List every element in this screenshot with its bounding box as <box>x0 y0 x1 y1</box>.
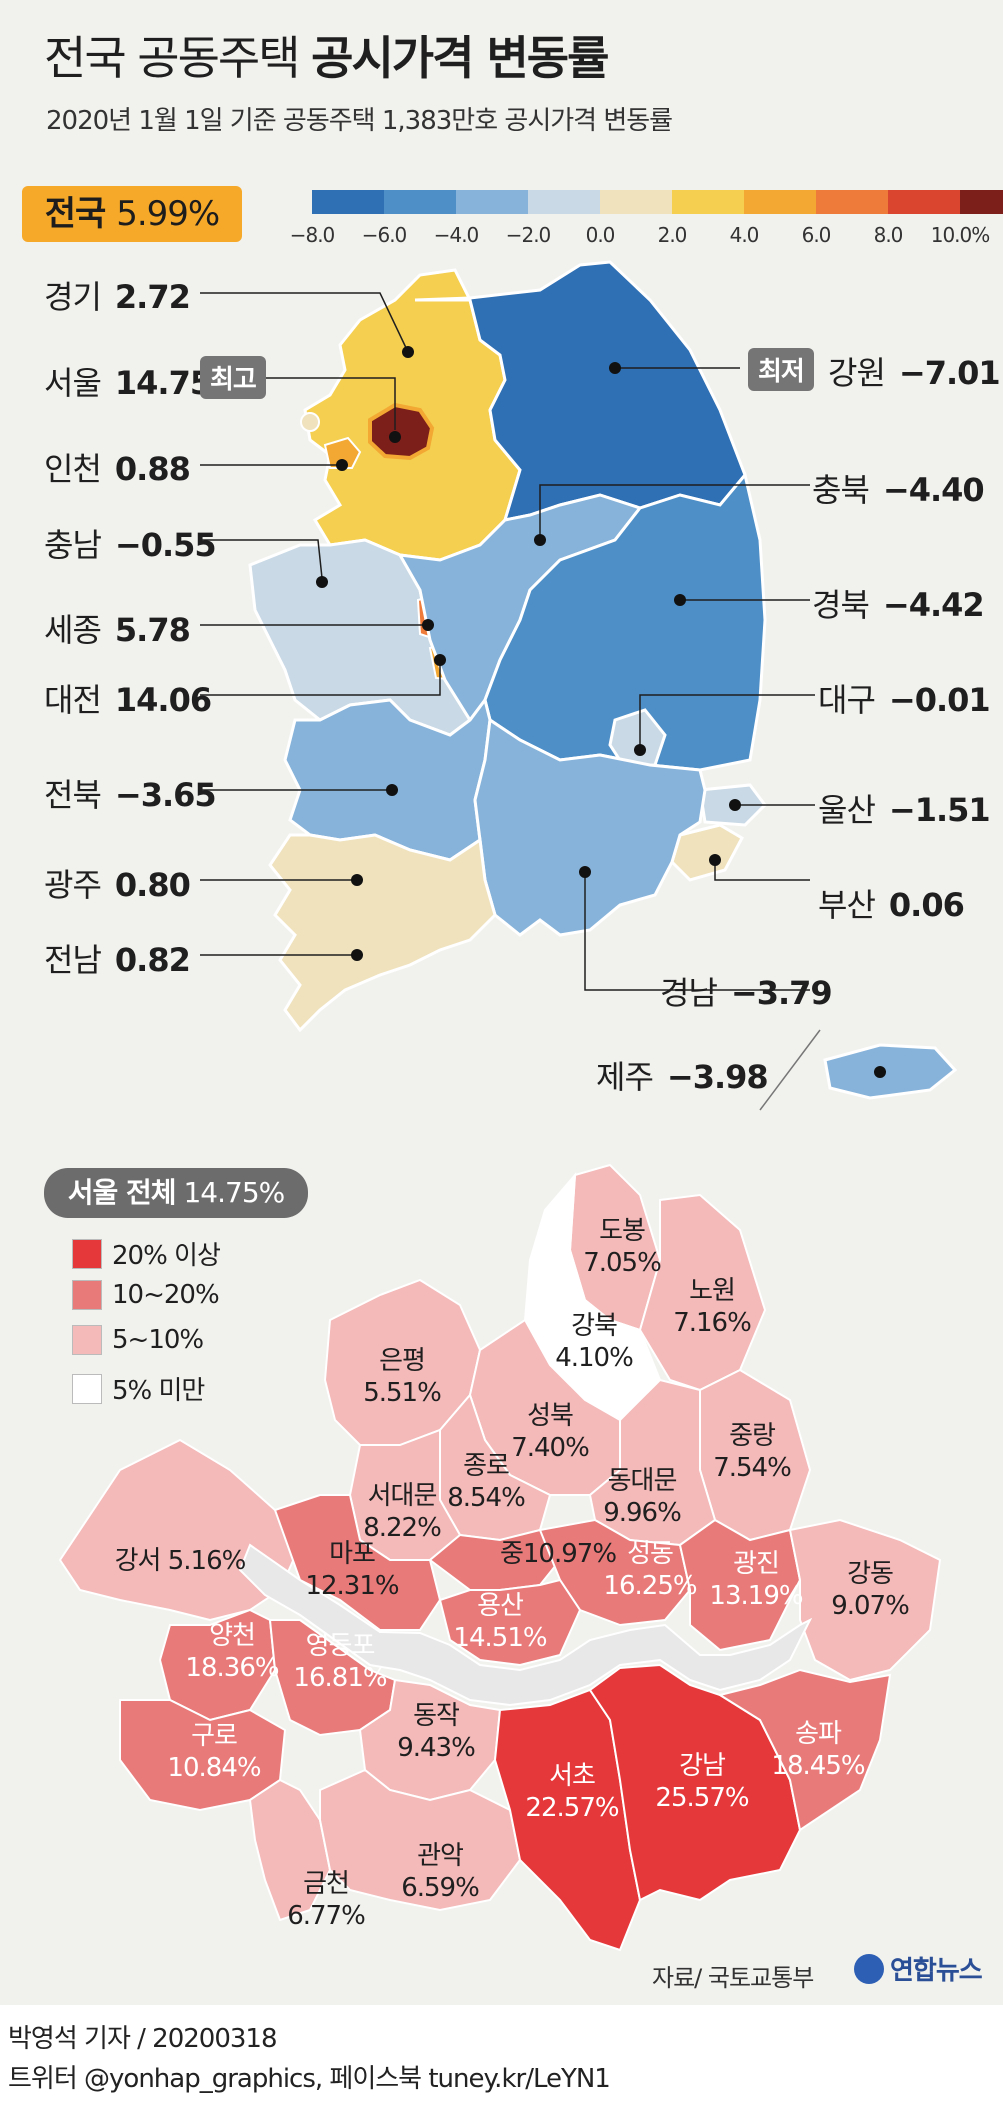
district-label: 광진 13.19% <box>709 1549 803 1611</box>
district-label: 금천 6.77% <box>287 1869 366 1931</box>
district-label: 노원 7.16% <box>673 1276 752 1338</box>
yonhap-logo: 연합뉴스 <box>854 1950 983 1987</box>
district-label: 구로 10.84% <box>167 1721 261 1783</box>
legend-swatch <box>960 190 1003 214</box>
legend-swatch-under5 <box>72 1373 102 1404</box>
legend-swatch-20plus <box>72 1238 102 1269</box>
label-gangwon: 강원 −7.01 <box>828 354 1001 392</box>
korea-map <box>200 260 958 1111</box>
source-note: 자료/ 국토교통부 <box>652 1964 814 1992</box>
national-value: 5.99% <box>116 194 220 234</box>
highest-tag: 최고 <box>200 356 266 399</box>
national-label: 전국 <box>44 194 107 234</box>
legend-swatch <box>888 190 960 214</box>
district-label: 용산 14.51% <box>453 1591 547 1653</box>
color-scale-legend <box>312 190 1003 214</box>
label-gyeongnam: 경남 −3.79 <box>660 974 833 1012</box>
page-title: 전국 공동주택 공시가격 변동률 <box>44 31 609 85</box>
label-busan: 부산 0.06 <box>818 886 965 924</box>
label-sejong: 세종 5.78 <box>44 611 191 649</box>
district-label: 송파 18.45% <box>771 1719 865 1781</box>
yonhap-logo-icon <box>854 1953 884 1984</box>
label-daegu: 대구 −0.01 <box>818 681 991 719</box>
region-seoul <box>368 402 435 461</box>
district-label: 중10.97% <box>499 1539 617 1569</box>
label-incheon: 인천 0.88 <box>44 450 191 488</box>
page-subtitle: 2020년 1월 1일 기준 공동주택 1,383만호 공시가격 변동률 <box>46 106 673 136</box>
legend-tick-label: 2.0 <box>657 223 688 247</box>
legend-swatch <box>600 190 672 214</box>
region-incheon-island <box>300 412 320 432</box>
label-chungbuk: 충북 −4.40 <box>812 471 985 509</box>
region-incheon <box>323 436 362 469</box>
legend-tick-label: −8.0 <box>289 223 336 247</box>
legend-swatch <box>744 190 816 214</box>
seoul-legend-item: 10~20% <box>72 1280 220 1310</box>
credit-footer <box>0 2005 1003 2102</box>
label-gyeongbuk: 경북 −4.42 <box>812 586 985 624</box>
legend-swatch <box>672 190 744 214</box>
label-gwangju: 광주 0.80 <box>44 866 191 904</box>
legend-tick-label: −6.0 <box>361 223 408 247</box>
legend-tick-label: −2.0 <box>505 223 552 247</box>
legend-swatch-10to20 <box>72 1280 102 1310</box>
leader-lines <box>200 292 815 991</box>
district-label: 성동 16.25% <box>603 1539 697 1601</box>
reporter-credit: 박영석 기자 / 20200318 <box>8 2024 277 2054</box>
district-label: 동대문 9.96% <box>603 1466 682 1528</box>
label-jeonnam: 전남 0.82 <box>44 941 191 979</box>
legend-swatch <box>384 190 456 214</box>
district-label: 마포 12.31% <box>305 1539 399 1601</box>
legend-tick-label: 0.0 <box>585 223 616 247</box>
label-daejeon: 대전 14.06 <box>44 681 212 719</box>
region-jeonnam <box>268 833 497 1033</box>
jeju-leader-line <box>759 1029 821 1111</box>
district-label: 영등포 16.81% <box>293 1631 387 1693</box>
seoul-overall-badge: 서울 전체 14.75% <box>44 1168 308 1218</box>
district-label: 서대문 8.22% <box>363 1481 442 1543</box>
district-label: 종로 8.54% <box>447 1451 526 1513</box>
legend-swatch-5to10 <box>72 1325 102 1355</box>
legend-swatch <box>456 190 528 214</box>
label-seoul: 서울 14.75 <box>44 364 212 402</box>
legend-swatch <box>528 190 600 214</box>
seoul-legend-item: 5% 미만 <box>72 1370 205 1407</box>
district-label: 강남 25.57% <box>655 1751 749 1813</box>
region-jeju <box>823 1043 958 1100</box>
legend-swatch <box>312 190 384 214</box>
legend-tick-label: 4.0 <box>729 223 760 247</box>
district-label: 동작 9.43% <box>397 1701 476 1763</box>
legend-tick-label: −4.0 <box>433 223 480 247</box>
district-label: 강북 4.10% <box>555 1311 634 1373</box>
district-label: 양천 18.36% <box>185 1621 279 1683</box>
district-label: 강서 5.16% <box>114 1546 247 1576</box>
lowest-tag: 최저 <box>748 348 814 391</box>
seoul-legend-item: 20% 이상 <box>72 1235 221 1272</box>
social-credit: 트위터 @yonhap_graphics, 페이스북 tuney.kr/LeYN… <box>8 2064 611 2094</box>
district-label: 성북 7.40% <box>511 1401 590 1463</box>
label-jeju: 제주 −3.98 <box>596 1058 769 1096</box>
district-label: 도봉 7.05% <box>583 1216 662 1278</box>
seoul-legend-item: 5~10% <box>72 1325 204 1355</box>
label-ulsan: 울산 −1.51 <box>818 791 991 829</box>
district-label: 서초 22.57% <box>525 1761 619 1823</box>
district-label: 강동 9.07% <box>831 1559 910 1621</box>
legend-tick-label: 10.0% <box>930 223 991 247</box>
region-dots <box>316 346 886 1078</box>
legend-tick-label: 8.0 <box>873 223 904 247</box>
district-label: 중랑 7.54% <box>713 1421 792 1483</box>
district-label: 관악 6.59% <box>401 1841 480 1903</box>
label-jeonbuk: 전북 −3.65 <box>44 776 217 814</box>
legend-tick-label: 6.0 <box>801 223 832 247</box>
label-chungnam: 충남 −0.55 <box>44 526 217 564</box>
national-average-badge: 전국 5.99% <box>22 186 242 242</box>
label-gyeonggi: 경기 2.72 <box>44 278 191 316</box>
district-label: 은평 5.51% <box>363 1346 442 1408</box>
legend-swatch <box>816 190 888 214</box>
